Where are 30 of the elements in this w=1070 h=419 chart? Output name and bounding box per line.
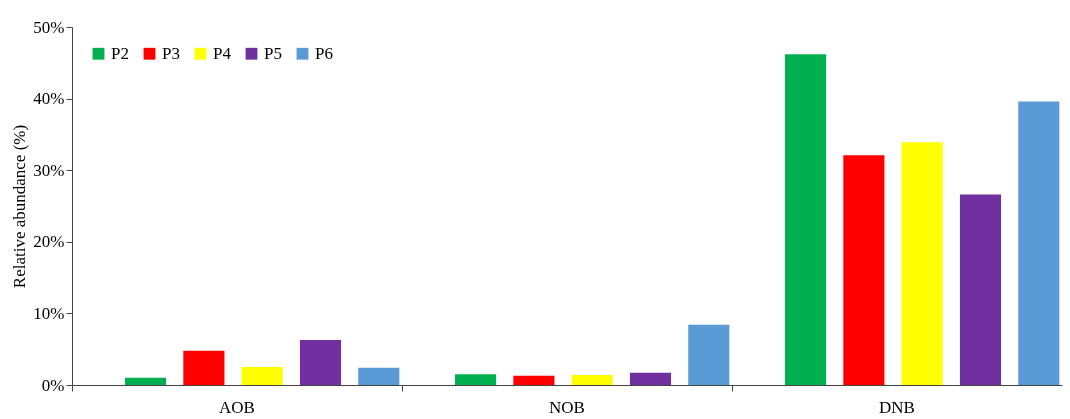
y-axis-title: Relative abundance (%) bbox=[10, 124, 30, 289]
legend-label: P4 bbox=[213, 43, 232, 63]
bar bbox=[688, 324, 730, 385]
legend-label: P6 bbox=[315, 43, 333, 63]
bar bbox=[299, 339, 342, 385]
y-tick-label: 10% bbox=[33, 303, 65, 323]
y-tick-label: 0% bbox=[41, 375, 65, 395]
y-tick-label: 40% bbox=[33, 89, 65, 109]
x-tick-label: DNB bbox=[879, 397, 915, 417]
bar bbox=[1018, 101, 1060, 385]
bar bbox=[785, 54, 827, 385]
y-tick-label: 20% bbox=[33, 232, 65, 252]
bar bbox=[183, 350, 225, 385]
bar bbox=[513, 375, 555, 385]
bar bbox=[959, 194, 1002, 385]
bar bbox=[901, 142, 943, 385]
bar bbox=[455, 374, 497, 385]
bar bbox=[358, 367, 400, 385]
bar bbox=[125, 377, 167, 385]
legend-label: P3 bbox=[162, 43, 180, 63]
y-tick-label: 50% bbox=[33, 17, 65, 37]
x-tick-label: NOB bbox=[549, 397, 585, 417]
bar bbox=[571, 374, 613, 385]
bar bbox=[843, 155, 885, 385]
legend-label: P2 bbox=[111, 43, 129, 63]
x-tick-label: AOB bbox=[219, 397, 255, 417]
bar bbox=[241, 367, 283, 385]
y-tick-label: 30% bbox=[33, 160, 65, 180]
bar bbox=[629, 372, 672, 385]
legend-label: P5 bbox=[264, 43, 282, 63]
